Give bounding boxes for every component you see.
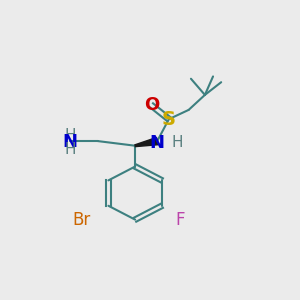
- Text: N: N: [63, 133, 78, 151]
- Polygon shape: [135, 137, 158, 147]
- Text: N: N: [150, 134, 165, 152]
- Text: H: H: [64, 128, 76, 143]
- Text: O: O: [144, 96, 159, 114]
- Text: Br: Br: [73, 211, 91, 229]
- Text: S: S: [162, 110, 176, 129]
- Text: H: H: [171, 135, 183, 150]
- Text: H: H: [64, 142, 76, 158]
- Text: F: F: [176, 211, 185, 229]
